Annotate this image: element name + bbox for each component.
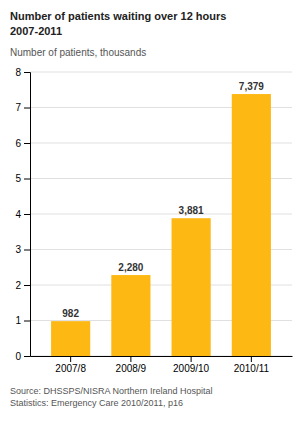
text-line: Number of patients waiting over 12 hours: [10, 10, 226, 22]
tick: 2: [15, 280, 30, 291]
y-axis: 0 1 2 3 4 5 6 7 8: [15, 67, 30, 362]
tick: 6: [15, 138, 30, 149]
y-axis-label: Number of patients, thousands: [10, 47, 146, 58]
tick-mark: [24, 179, 30, 180]
tick-label: 8: [15, 67, 21, 78]
tick-mark: [130, 356, 131, 362]
bar: [232, 94, 271, 356]
plot: 9822,2803,8817,3790123456782007/82008/92…: [15, 67, 292, 374]
tick-label: 6: [15, 138, 21, 149]
tick-label: 0: [15, 351, 21, 362]
data-label: 3,881: [179, 205, 204, 216]
tick-mark: [251, 356, 252, 362]
data-label: 982: [62, 308, 79, 319]
bars: [51, 94, 271, 356]
tick: 4: [15, 209, 30, 220]
x-axis: 2007/8 2008/9 2009/10 2010/11: [31, 356, 293, 374]
text-line: Statistics: Emergency Care 2010/2011, p1…: [10, 398, 183, 408]
tick: 1: [15, 315, 30, 326]
tick: 2010/11: [234, 356, 270, 374]
bar: [51, 321, 90, 356]
tick-label: 2009/10: [173, 363, 210, 374]
tick-mark: [24, 214, 30, 215]
text-line: 2007-2011: [10, 25, 62, 37]
data-labels: 982 2,280 3,881 7,379: [62, 81, 264, 319]
tick: 7: [15, 102, 30, 113]
title: Number of patients waiting over 12 hours…: [10, 10, 226, 37]
tick-mark: [24, 321, 30, 322]
text-line: Source: DHSSPS/NISRA Northern Ireland Ho…: [10, 386, 213, 396]
tick: 2009/10: [173, 356, 210, 374]
data-label: 7,379: [239, 81, 264, 92]
tick-label: 1: [15, 315, 21, 326]
tick-label: 2007/8: [55, 363, 86, 374]
bar: [111, 275, 150, 356]
tick-mark: [191, 356, 192, 362]
tick-label: 2: [15, 280, 21, 291]
tick-mark: [24, 143, 30, 144]
annotation: Source: DHSSPS/NISRA Northern Ireland Ho…: [10, 386, 213, 408]
tick-mark: [24, 72, 30, 73]
tick-label: 3: [15, 244, 21, 255]
tick-mark: [24, 285, 30, 286]
bar: [172, 218, 211, 356]
axis-domain: [31, 356, 293, 357]
data-label: 2,280: [118, 262, 143, 273]
tick-label: 4: [15, 209, 21, 220]
chart: Number of patients waiting over 12 hours…: [0, 0, 304, 426]
tick-mark: [24, 250, 30, 251]
tick-mark: [70, 356, 71, 362]
tick: 8: [15, 67, 30, 78]
tick-mark: [24, 108, 30, 109]
axis-domain: [24, 73, 31, 357]
tick-label: 7: [15, 102, 21, 113]
tick: 5: [15, 173, 30, 184]
tick-label: 5: [15, 173, 21, 184]
tick: 0: [15, 351, 30, 362]
grid-line: [30, 72, 292, 73]
tick-mark: [24, 356, 30, 357]
tick-label: 2008/9: [116, 363, 147, 374]
tick-label: 2010/11: [234, 363, 270, 374]
tick: 3: [15, 244, 30, 255]
tick: 2008/9: [116, 356, 147, 374]
tick: 2007/8: [55, 356, 86, 374]
grid: [30, 72, 292, 356]
